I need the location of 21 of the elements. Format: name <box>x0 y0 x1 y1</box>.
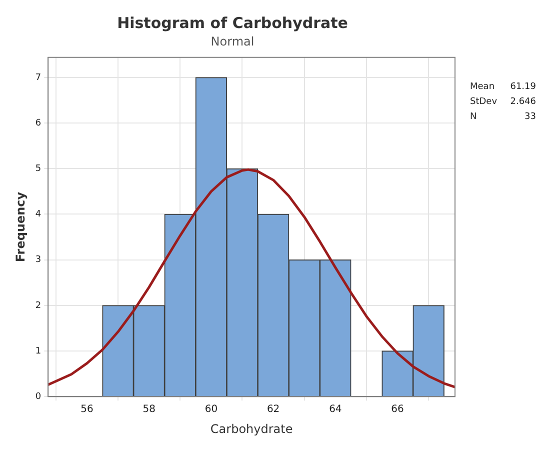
y-axis-title: Frequency <box>13 192 28 262</box>
text: Mean 61.19 <box>470 82 536 92</box>
x-tick-label: 62 <box>266 404 280 416</box>
x-tick-label: 58 <box>142 404 156 416</box>
y-tick-label: 4 <box>35 210 42 220</box>
y-tick-label: 0 <box>35 392 42 402</box>
x-tick-label: 64 <box>329 404 342 416</box>
y-tick-label: 5 <box>35 164 42 174</box>
y-tick-label: 1 <box>35 346 42 356</box>
y-tick-label: 3 <box>35 255 42 266</box>
x-tick-label: 60 <box>204 404 218 416</box>
y-tick-label: 6 <box>35 118 42 128</box>
y-tick-label: 2 <box>35 300 42 311</box>
x-axis-title: Carbohydrate <box>210 422 293 436</box>
x-tick-label: 66 <box>391 404 404 416</box>
x-tick-label: 56 <box>80 404 94 416</box>
chart-title: Histogram of Carbohydrate <box>117 14 348 32</box>
text: StDev 2.646 <box>470 97 536 107</box>
text: N 33 <box>470 112 536 122</box>
y-tick-label: 7 <box>35 72 42 83</box>
chart-subtitle: Normal <box>210 34 254 48</box>
